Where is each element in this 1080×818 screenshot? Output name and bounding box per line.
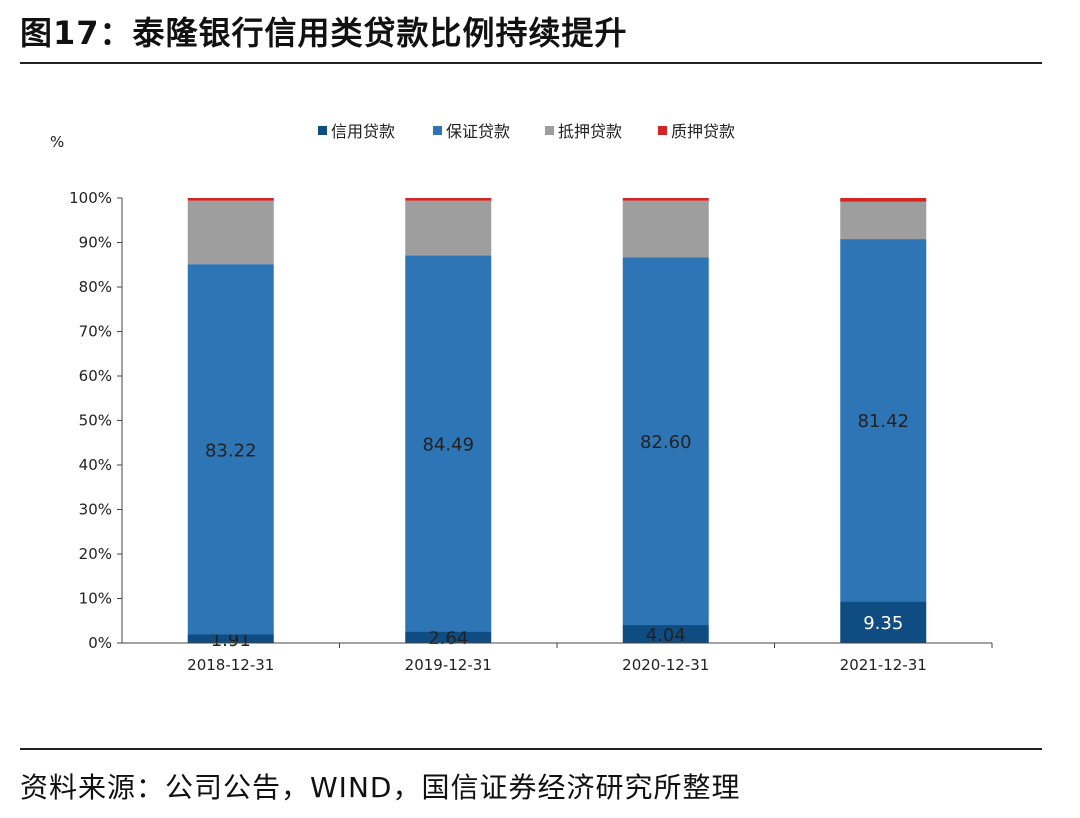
legend-label-1: 保证贷款: [446, 122, 510, 141]
x-axis-ticks: 2018-12-31 2019-12-31 2020-12-31 2021-12-31: [187, 643, 993, 674]
bar-segment-3-1: [405, 198, 492, 201]
legend-label-0: 信用贷款: [331, 122, 395, 141]
x-tick-label: 2018-12-31: [187, 656, 274, 674]
x-tick-label: 2019-12-31: [405, 656, 492, 674]
y-tick-label: 20%: [79, 545, 112, 563]
data-label-1-1: 84.49: [422, 434, 474, 455]
data-label-1-2: 82.60: [640, 432, 692, 453]
bar-segment-2-3: [840, 201, 927, 240]
bars: 1.91 83.22 2.64 84.49 4.04 82.60 9.35 81.42: [187, 198, 927, 651]
y-tick-label: 0%: [88, 634, 112, 652]
legend-swatch-3: [658, 126, 667, 135]
y-tick-label: 10%: [79, 590, 112, 608]
legend-label-2: 抵押贷款: [558, 122, 622, 141]
data-label-0-2: 4.04: [646, 625, 686, 646]
bottom-rule: [20, 748, 1042, 750]
y-tick-label: 30%: [79, 501, 112, 519]
y-tick-label: 60%: [79, 367, 112, 385]
y-axis-ticks: 0% 10% 20% 30% 40% 50% 60% 70% 80% 90% 100%: [69, 189, 122, 652]
legend-swatch-1: [433, 126, 442, 135]
x-tick-label: 2020-12-31: [622, 656, 709, 674]
legend-swatch-0: [318, 126, 327, 135]
bar-segment-0-0: [187, 634, 274, 643]
legend-label-3: 质押贷款: [671, 122, 735, 141]
figure-title: 图17：泰隆银行信用类贷款比例持续提升: [20, 14, 628, 52]
bar-segment-1-0: [187, 264, 274, 635]
top-rule: [20, 62, 1042, 64]
figure-source: 资料来源：公司公告，WIND，国信证券经济研究所整理: [20, 771, 741, 804]
y-tick-label: 50%: [79, 412, 112, 430]
stacked-bar-chart: 信用贷款 保证贷款 抵押贷款 质押贷款 % 0% 10% 20% 30% 40% 50% 60% 7…: [50, 122, 993, 674]
x-tick-label: 2021-12-31: [840, 656, 927, 674]
bar-segment-1-3: [840, 239, 927, 602]
bar-segment-3-0: [187, 198, 274, 201]
bar-segment-0-2: [622, 625, 709, 643]
bar-segment-3-2: [622, 198, 709, 201]
bar-segment-2-2: [622, 200, 709, 258]
y-tick-label: 40%: [79, 456, 112, 474]
bar-segment-1-2: [622, 257, 709, 626]
y-tick-label: 80%: [79, 278, 112, 296]
data-label-0-0: 1.91: [211, 630, 251, 651]
y-axis-label: %: [50, 133, 64, 151]
bar-segment-3-3: [840, 198, 927, 202]
bar-segment-2-0: [187, 200, 274, 265]
data-label-1-3: 81.42: [857, 411, 909, 432]
y-tick-label: 90%: [79, 234, 112, 252]
y-tick-label: 100%: [69, 189, 112, 207]
bar-segment-2-1: [405, 200, 492, 256]
bar-segment-0-1: [405, 631, 492, 643]
data-label-0-1: 2.64: [428, 628, 468, 649]
data-label-1-0: 83.22: [205, 440, 257, 461]
bar-segment-1-1: [405, 255, 492, 632]
legend-swatch-2: [545, 126, 554, 135]
data-label-0-3: 9.35: [863, 613, 903, 634]
y-tick-label: 70%: [79, 323, 112, 341]
chart-legend: 信用贷款 保证贷款 抵押贷款 质押贷款: [318, 122, 735, 141]
bar-segment-0-3: [840, 601, 927, 643]
